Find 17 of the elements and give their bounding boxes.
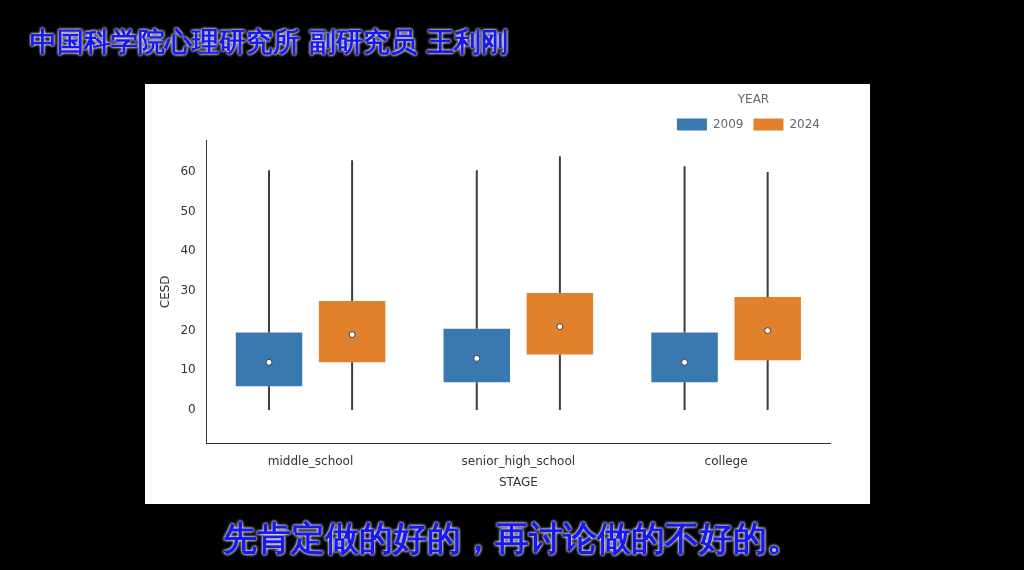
x-tick-label: middle_school: [267, 453, 354, 468]
text: 先肯定做的好的，再讨论做的不好的。: [222, 517, 802, 560]
y-tick-label: 40: [180, 243, 196, 258]
x-tick-label: college: [704, 453, 748, 468]
legend-label: 2009: [712, 116, 744, 131]
legend-title: YEAR: [736, 92, 770, 107]
text: 中国科学院心理研究所 副研究员 王利刚: [30, 25, 508, 59]
y-tick-label: 10: [180, 362, 196, 377]
x-tick-label: senior_high_school: [461, 453, 576, 468]
y-tick-label: 20: [180, 322, 196, 337]
y-tick-label: 0: [188, 402, 196, 417]
y-axis-title: CESD: [158, 275, 173, 309]
legend-label: 2024: [789, 116, 821, 131]
y-tick-label: 30: [180, 283, 196, 298]
y-tick-label: 60: [180, 164, 196, 179]
y-tick-label: 50: [180, 203, 196, 218]
x-axis-title: STAGE: [498, 474, 538, 489]
